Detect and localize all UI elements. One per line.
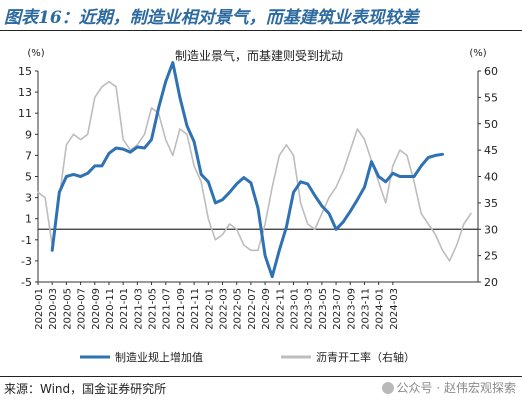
x-tick-label: 2024-01 <box>375 288 386 330</box>
right-tick-label: 60 <box>484 65 498 78</box>
x-tick-label: 2020-05 <box>62 288 73 330</box>
left-tick-label: 9 <box>25 128 32 141</box>
x-tick-label: 2020-07 <box>77 288 88 330</box>
right-tick-label: 50 <box>484 118 498 131</box>
chart: 制造业景气，而基建则受到扰动 (%) (%) -5-3-113579111315… <box>18 48 498 364</box>
x-tick-label: 2022-03 <box>219 288 230 330</box>
legend-label-manufacturing: 制造业规上增加值 <box>115 350 203 364</box>
x-tick-label: 2023-05 <box>318 288 329 330</box>
x-tick-label: 2020-01 <box>34 288 45 330</box>
chart-annotation: 制造业景气，而基建则受到扰动 <box>175 48 343 63</box>
watermark: 公众号 · 赵伟宏观探索 <box>381 379 516 396</box>
x-tick-label: 2023-11 <box>360 288 371 330</box>
x-tick-label: 2023-09 <box>346 288 357 330</box>
left-tick-label: -5 <box>21 276 32 289</box>
left-axis-unit: (%) <box>27 48 44 59</box>
x-tick-label: 2023-03 <box>304 288 315 330</box>
left-tick-label: 7 <box>25 149 32 162</box>
left-tick-label: 5 <box>25 171 32 184</box>
x-tick-label: 2022-07 <box>247 288 258 330</box>
x-tick-label: 2023-01 <box>289 288 300 330</box>
left-tick-label: 11 <box>18 107 32 120</box>
x-tick-label: 2021-05 <box>148 288 159 330</box>
right-tick-label: 35 <box>484 197 498 210</box>
x-tick-label: 2023-07 <box>332 288 343 330</box>
x-tick-label: 2022-09 <box>261 288 272 330</box>
right-tick-label: 20 <box>484 276 498 289</box>
x-tick-label: 2022-01 <box>204 288 215 330</box>
x-tick-label: 2021-09 <box>176 288 187 330</box>
series-asphalt-line <box>37 80 472 262</box>
left-tick-label: 15 <box>18 65 32 78</box>
left-tick-label: 13 <box>18 86 32 99</box>
left-tick-label: -1 <box>21 234 32 247</box>
x-tick-label: 2021-01 <box>119 288 130 330</box>
right-tick-label: 45 <box>484 144 498 157</box>
right-tick-label: 25 <box>484 250 498 263</box>
left-tick-label: -3 <box>21 255 32 268</box>
legend-label-asphalt: 沥青开工率（右轴） <box>316 350 415 364</box>
source-note: 来源：Wind，国金证券研究所 <box>4 382 167 396</box>
left-tick-label: 3 <box>25 192 32 205</box>
x-tick-label: 2022-11 <box>275 288 286 330</box>
x-tick-label: 2021-07 <box>162 288 173 330</box>
x-tick-label: 2021-03 <box>133 288 144 330</box>
x-tick-label: 2020-09 <box>91 288 102 330</box>
watermark-text: 公众号 · 赵伟宏观探索 <box>396 381 516 395</box>
right-axis-unit: (%) <box>469 48 486 59</box>
right-tick-label: 55 <box>484 91 498 104</box>
wechat-icon <box>381 382 394 394</box>
x-tick-label: 2022-05 <box>233 288 244 330</box>
x-tick-label: 2021-11 <box>190 288 201 330</box>
series-manufacturing-line <box>50 61 444 279</box>
title-bar: 图表16：近期，制造业相对景气，而基建筑业表现较差 <box>0 0 522 31</box>
chart-title: 图表16：近期，制造业相对景气，而基建筑业表现较差 <box>4 8 419 28</box>
bottom-rule <box>0 376 522 377</box>
x-tick-label: 2024-03 <box>389 288 400 330</box>
legend: 制造业规上增加值 沥青开工率（右轴） <box>80 350 415 364</box>
right-tick-label: 30 <box>484 223 498 236</box>
x-tick-label: 2020-03 <box>48 288 59 330</box>
left-tick-label: 1 <box>25 213 32 226</box>
right-tick-label: 40 <box>484 171 498 184</box>
x-tick-label: 2020-11 <box>105 288 116 330</box>
